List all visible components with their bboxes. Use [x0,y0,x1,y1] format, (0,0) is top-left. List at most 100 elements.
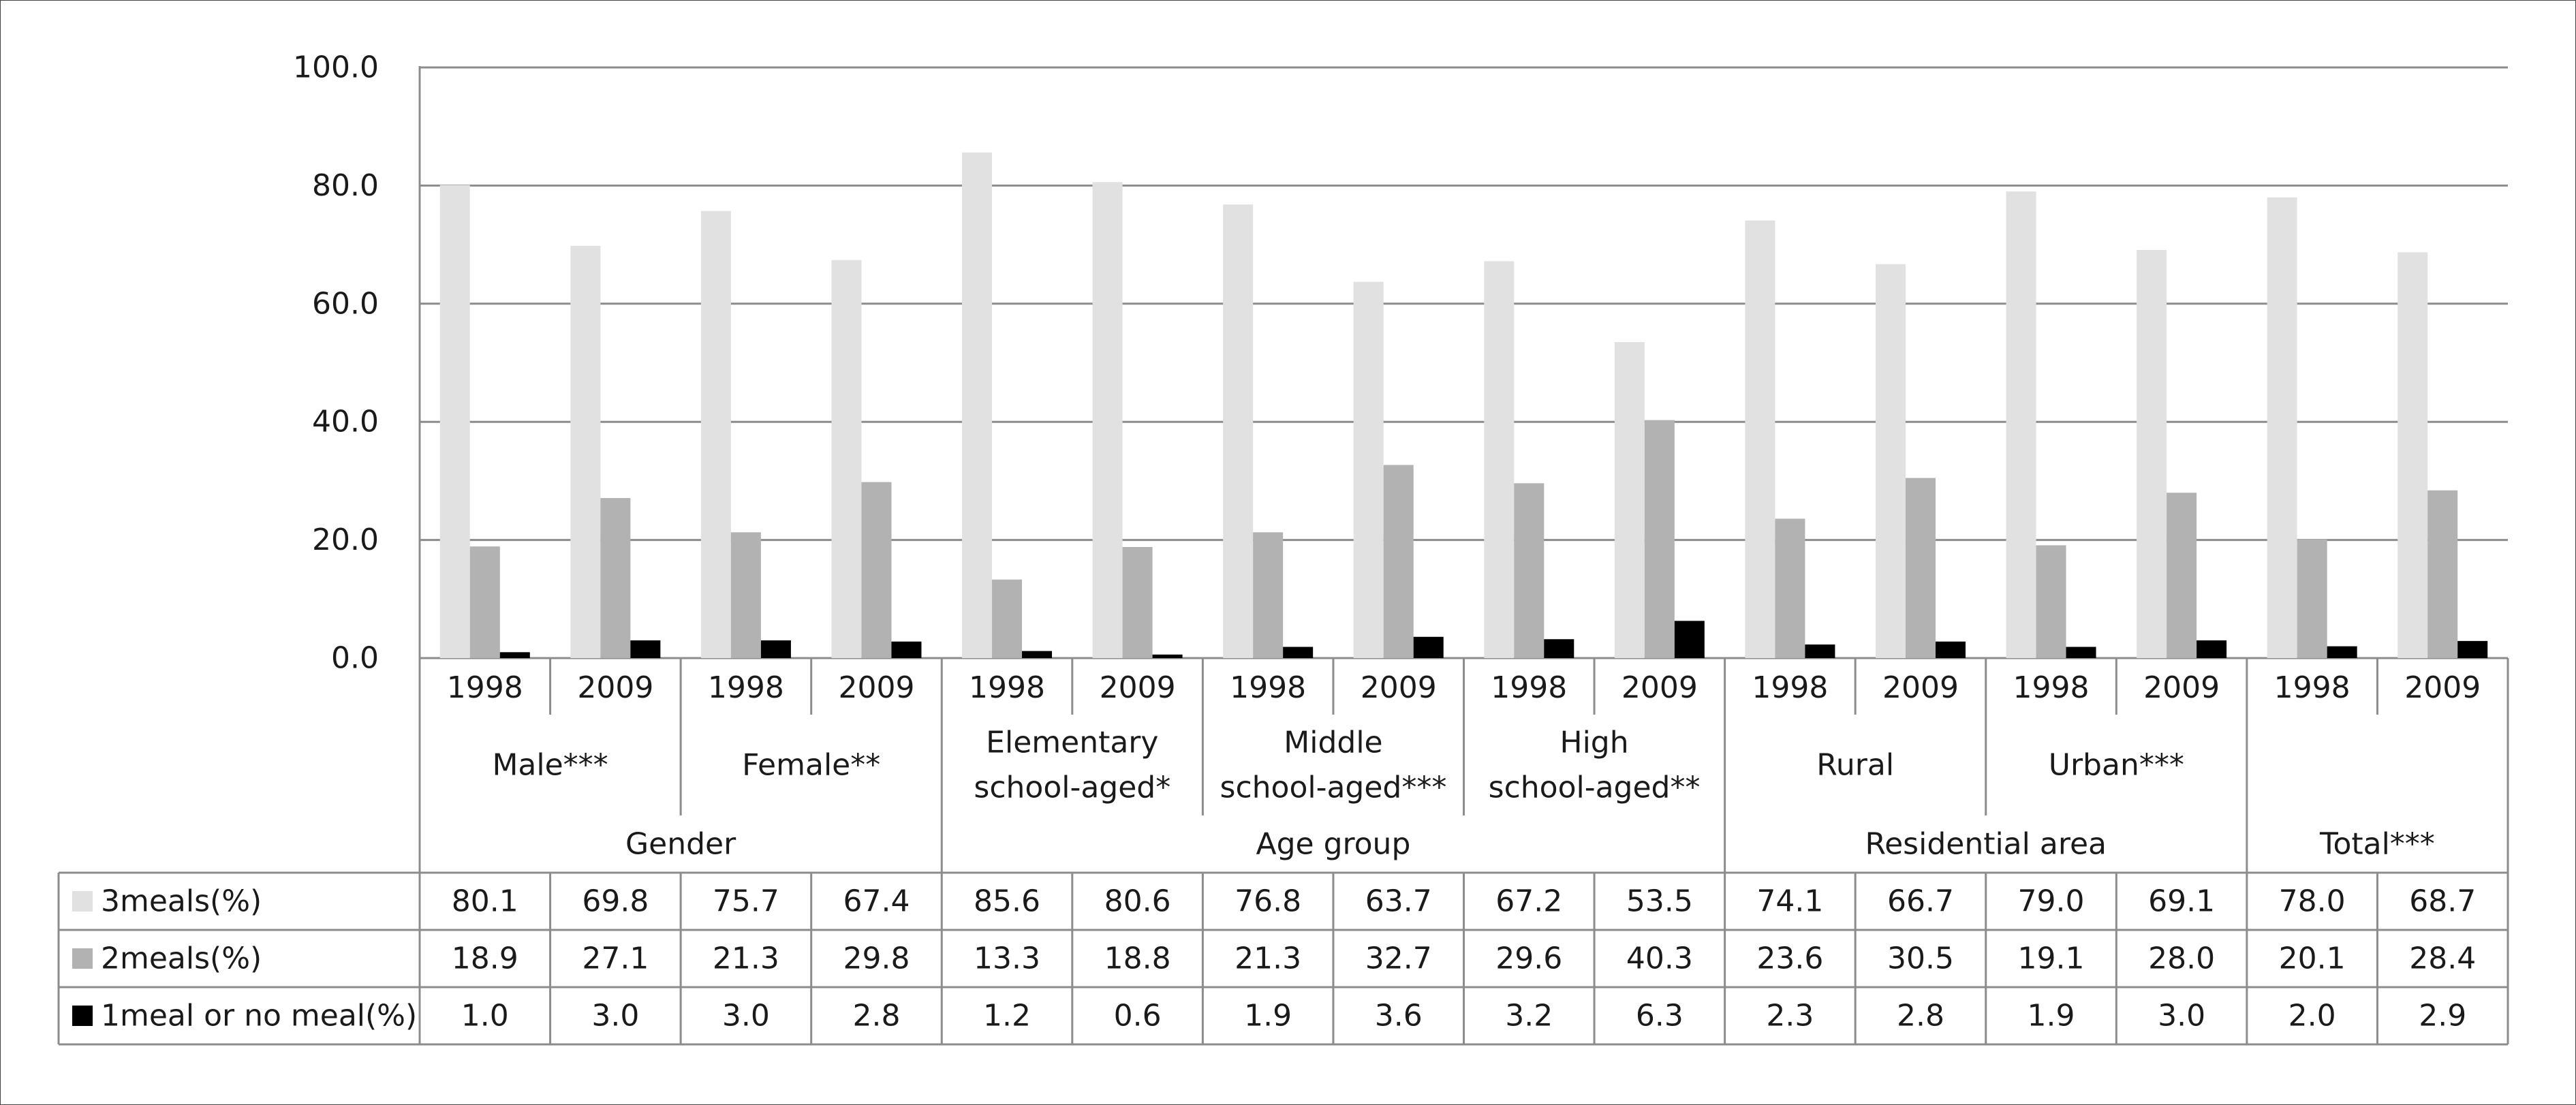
table-cell: 21.3 [1235,941,1301,976]
bar-3meals- [2137,249,2167,658]
table-cell: 28.0 [2148,941,2215,976]
bar-2meals- [2427,490,2458,658]
table-cell: 1.0 [461,999,509,1033]
bar-1meal-or-no-meal- [891,641,922,658]
bar-2meals- [730,532,761,658]
data-table: 1998 2009 1998 2009 1998 2009 1998 2009 1998 2009… [57,658,2509,1046]
table-cell: 29.8 [843,941,910,976]
bar-1meal-or-no-meal- [1283,647,1314,658]
table-cell: 29.6 [1495,941,1562,976]
legend-key [72,891,93,912]
x-tick-label: 2009 [2143,670,2220,705]
table-cell: 3.0 [591,999,639,1033]
bar-3meals- [1353,281,1384,658]
y-tick-label: 60.0 [312,286,379,321]
bar-1meal-or-no-meal- [499,652,530,658]
bar-3meals- [2006,191,2036,658]
table-cell: 40.3 [1626,941,1693,976]
bar-3meals- [2397,252,2428,659]
subgroup-label: Female** [742,748,880,783]
table-cell: 18.8 [1104,941,1171,976]
group-label: Total*** [2319,827,2435,862]
table-cell: 32.7 [1365,941,1432,976]
table-cell: 69.8 [582,884,649,919]
bar-2meals- [2297,539,2327,658]
table-cell: 53.5 [1626,884,1693,919]
table-cell: 68.7 [2409,884,2476,919]
y-tick-label: 40.0 [312,405,379,439]
x-tick-label: 2009 [1361,670,1437,705]
bar-1meal-or-no-meal- [1544,639,1574,658]
bar-3meals- [570,245,601,659]
subgroup-label: Elementary [986,726,1158,760]
x-tick-label: 1998 [447,670,523,705]
bar-1meal-or-no-meal- [1022,651,1053,658]
table-cell: 2.0 [2288,999,2336,1033]
x-tick-label: 1998 [1230,670,1306,705]
table-cell: 76.8 [1235,884,1301,919]
bar-3meals- [1875,264,1906,658]
table-cell: 69.1 [2148,884,2215,919]
x-tick-label: 1998 [969,670,1045,705]
bar-2meals- [1775,518,1805,658]
bar-3meals- [439,185,470,659]
bar-3meals- [1745,220,1775,659]
table-cell: 21.3 [713,941,779,976]
bar-2meals- [2036,545,2066,658]
legend-label: 1meal or no meal(%) [101,999,417,1033]
table-cell: 3.2 [1505,999,1553,1033]
y-tick-label: 20.0 [312,523,379,557]
subgroup-label: High [1559,726,1628,760]
bar-3meals- [2267,197,2297,658]
bars [439,152,2488,659]
bar-1meal-or-no-meal- [2066,647,2096,658]
table-cell: 79.0 [2018,884,2085,919]
bar-1meal-or-no-meal- [2327,646,2357,658]
table-cell: 28.4 [2409,941,2476,976]
table-cell: 3.0 [722,999,770,1033]
y-tick-label: 0.0 [331,641,379,676]
subgroup-label: school-aged* [974,771,1170,805]
bar-2meals- [1253,532,1284,658]
legend-label: 3meals(%) [101,884,262,919]
y-tick-label: 80.0 [312,168,379,203]
table-cell: 3.0 [2158,999,2205,1033]
bar-1meal-or-no-meal- [630,640,661,658]
bar-3meals- [700,211,731,658]
x-tick-label: 2009 [2404,670,2481,705]
table-cell: 30.5 [1887,941,1954,976]
table-cell: 66.7 [1887,884,1954,919]
table-cell: 80.1 [452,884,518,919]
group-label: Residential area [1865,827,2107,862]
table-cell: 75.7 [713,884,779,919]
table-cell: 18.9 [452,941,518,976]
table-cell: 1.2 [983,999,1031,1033]
bar-1meal-or-no-meal- [2457,640,2488,658]
table-cell: 2.8 [852,999,900,1033]
table-cell: 6.3 [1636,999,1683,1033]
table-cell: 63.7 [1365,884,1432,919]
bar-3meals- [1614,342,1645,658]
x-tick-label: 2009 [838,670,914,705]
bar-1meal-or-no-meal- [2197,640,2227,658]
table-cell: 1.9 [2028,999,2075,1033]
y-tick-label: 100.0 [293,50,379,85]
bar-2meals- [1514,483,1545,658]
x-tick-label: 1998 [708,670,784,705]
group-label: Age group [1256,827,1411,862]
bar-2meals- [1383,465,1414,658]
table-cell: 80.6 [1104,884,1171,919]
x-tick-label: 1998 [1491,670,1567,705]
bar-1meal-or-no-meal- [1935,641,1966,658]
legend-key [72,948,93,969]
table-cell: 78.0 [2279,884,2346,919]
bar-2meals- [600,498,631,658]
x-tick-label: 2009 [577,670,653,705]
subgroup-label: Rural [1816,748,1894,783]
table-cell: 23.6 [1756,941,1823,976]
table-cell: 85.6 [974,884,1040,919]
bar-2meals- [1122,547,1153,658]
x-tick-label: 1998 [2013,670,2090,705]
